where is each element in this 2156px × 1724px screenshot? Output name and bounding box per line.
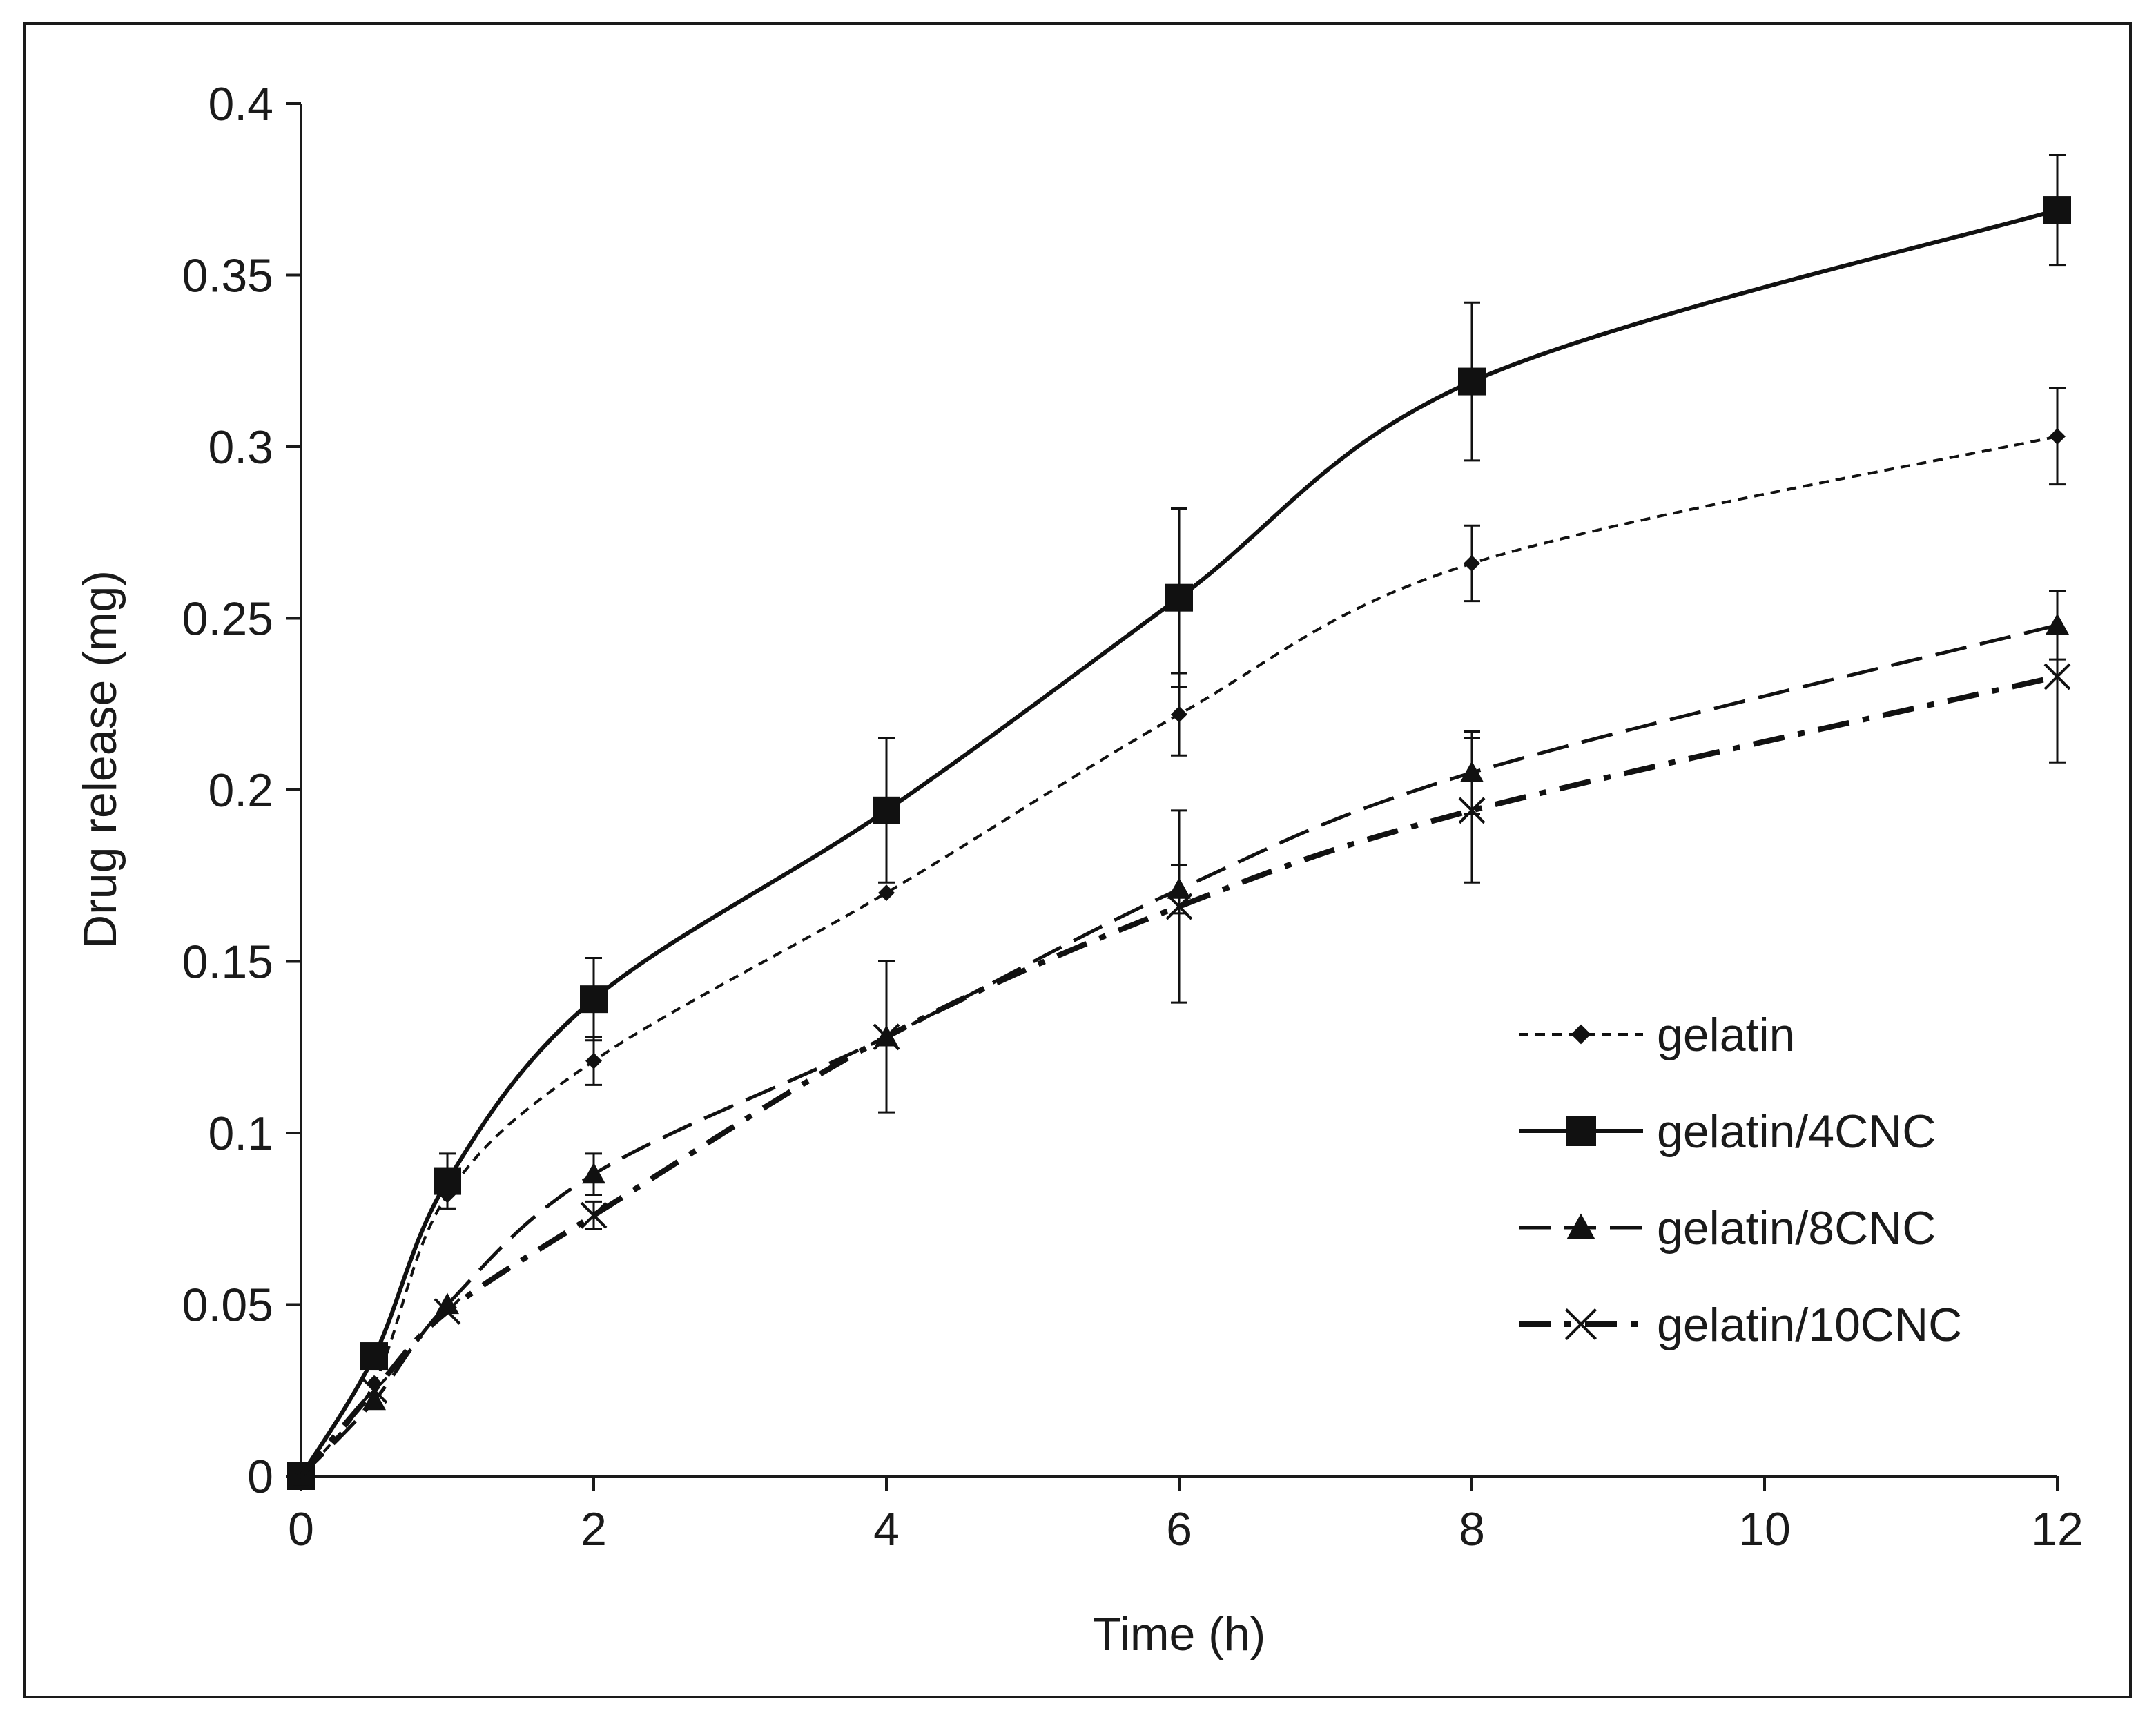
y-tick-label: 0.4 — [208, 78, 273, 130]
square-marker — [2043, 196, 2071, 224]
y-tick-label: 0.1 — [208, 1107, 273, 1160]
diamond-marker — [585, 1052, 602, 1069]
series-layer — [287, 154, 2071, 1490]
x-tick-label: 12 — [2031, 1503, 2084, 1556]
x-marker — [287, 1462, 315, 1490]
y-axis-title: Drug release (mg) — [74, 570, 126, 949]
series-gelatin-4cnc — [287, 154, 2071, 1490]
legend-label: gelatin/8CNC — [1657, 1202, 1936, 1255]
y-tick-label: 0.35 — [182, 250, 273, 302]
y-tick-label: 0 — [247, 1451, 273, 1503]
x-marker — [1165, 893, 1193, 920]
triangle-marker — [582, 1162, 605, 1184]
y-tick-label: 0.3 — [208, 421, 273, 474]
square-marker — [873, 796, 900, 824]
y-ticks: 0 0.05 0.1 0.15 0.2 0.25 0.3 0.35 0.4 — [182, 78, 301, 1503]
diamond-marker — [2049, 428, 2066, 445]
x-axis-title: Time (h) — [1093, 1608, 1266, 1660]
series-line — [300, 435, 2058, 1478]
x-ticks: 0 2 4 6 8 10 12 — [288, 1476, 2084, 1556]
y-tick-label: 0.25 — [182, 593, 273, 646]
legend-label: gelatin/4CNC — [1657, 1105, 1936, 1158]
square-marker — [360, 1342, 388, 1371]
figure-frame — [23, 22, 2132, 1698]
x-marker — [2043, 663, 2071, 690]
square-marker — [580, 985, 608, 1014]
square-marker — [434, 1167, 461, 1195]
triangle-marker — [362, 1388, 386, 1411]
square-marker — [1165, 583, 1193, 612]
diamond-marker — [878, 884, 895, 902]
y-tick-label: 0.05 — [182, 1279, 273, 1332]
x-tick-label: 8 — [1459, 1503, 1485, 1556]
y-tick-label: 0.15 — [182, 936, 273, 989]
series-line — [298, 674, 2058, 1478]
x-marker — [873, 1023, 900, 1051]
square-marker — [1566, 1116, 1596, 1146]
legend-label: gelatin — [1657, 1009, 1795, 1061]
legend: gelatin gelatin/4CNC gelatin/8CNC gelatin/1… — [1519, 1009, 1962, 1351]
triangle-marker — [1566, 1213, 1595, 1239]
x-tick-label: 0 — [288, 1503, 314, 1556]
legend-label: gelatin/10CNC — [1657, 1299, 1962, 1351]
x-tick-label: 6 — [1166, 1503, 1192, 1556]
square-marker — [1458, 367, 1486, 396]
diamond-marker — [1464, 554, 1480, 572]
x-marker — [580, 1201, 608, 1229]
x-tick-label: 10 — [1738, 1503, 1791, 1556]
y-tick-label: 0.2 — [208, 764, 273, 817]
x-marker — [434, 1298, 461, 1325]
x-marker — [1458, 797, 1486, 824]
diamond-marker — [1571, 1024, 1591, 1045]
diamond-marker — [1171, 706, 1187, 723]
x-marker — [360, 1377, 388, 1404]
x-tick-label: 4 — [873, 1503, 900, 1556]
x-marker — [1564, 1308, 1597, 1341]
series-gelatin-10cnc — [287, 590, 2071, 1490]
x-tick-label: 2 — [581, 1503, 607, 1556]
